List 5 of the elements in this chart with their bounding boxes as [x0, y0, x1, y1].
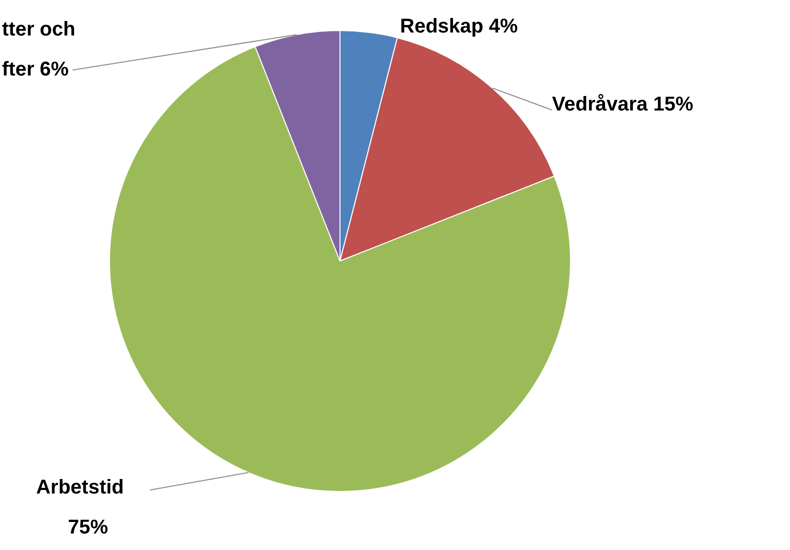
slice-label: tter och fter 6%: [2, 18, 76, 81]
data-label: 75%: [68, 516, 108, 539]
slice-label: Arbetstid: [36, 476, 124, 499]
slice-label: Vedråvara 15%: [552, 94, 694, 116]
slice-label: Redskap 4%: [400, 16, 518, 38]
